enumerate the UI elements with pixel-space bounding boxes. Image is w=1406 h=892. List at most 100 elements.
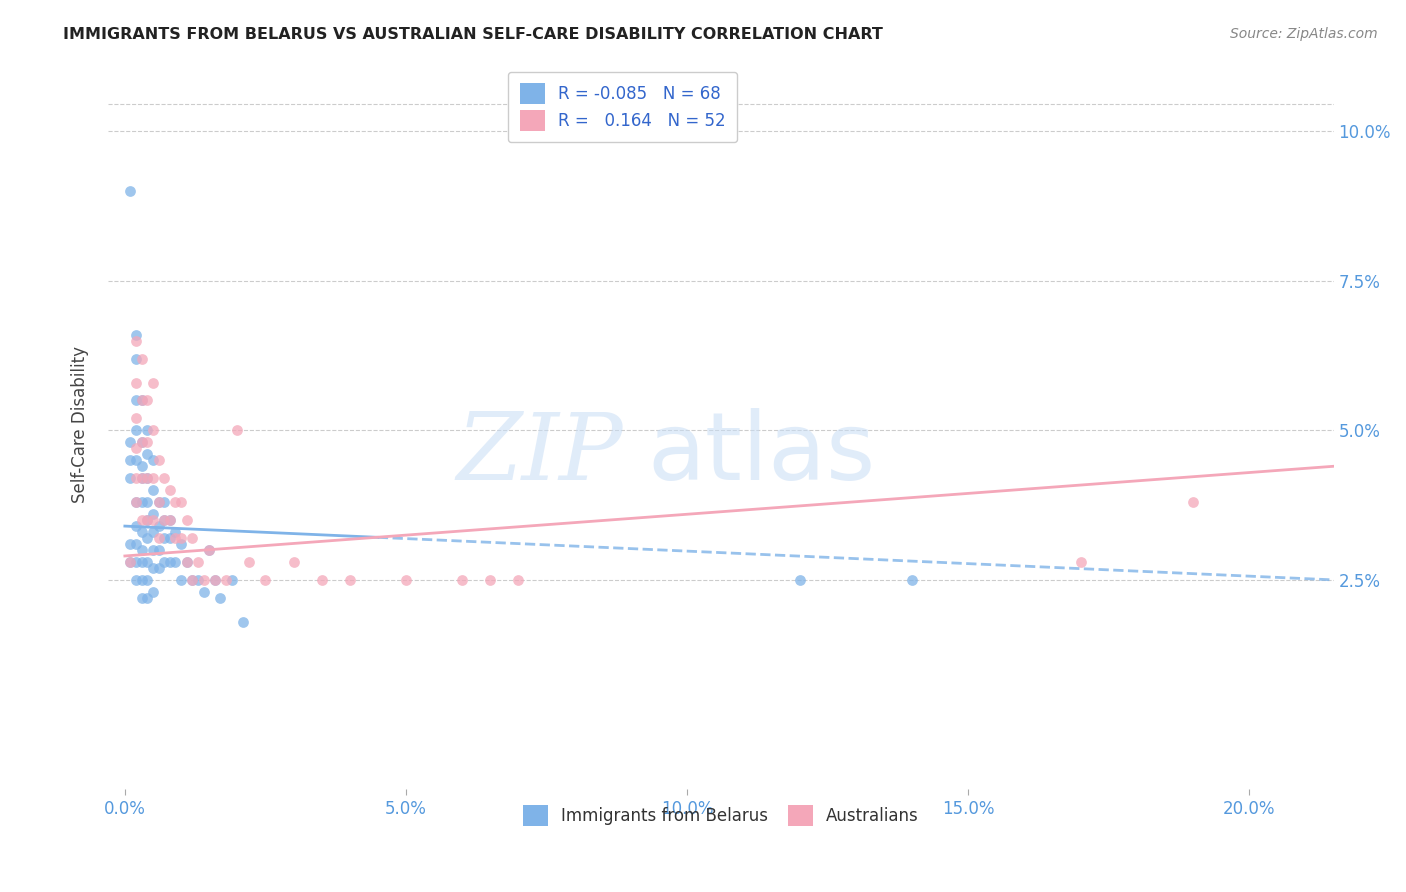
Point [131,471,153,485]
Point [120,555,142,569]
Legend: Immigrants from Belarus, Australians: Immigrants from Belarus, Australians [513,796,929,836]
Point [136,591,159,605]
Point [125,411,148,425]
Text: atlas: atlas [647,408,876,500]
Point [120,537,142,551]
Point [1182,495,1205,509]
Point [165,495,187,509]
Point [148,531,170,545]
Point [125,327,148,342]
Point [159,555,181,569]
Point [142,376,165,390]
Point [136,555,159,569]
Point [136,513,159,527]
Point [136,435,159,450]
Point [165,531,187,545]
Point [142,483,165,498]
Point [283,555,305,569]
Point [120,471,142,485]
Point [125,537,148,551]
Point [136,471,159,485]
Point [131,393,153,408]
Point [131,524,153,539]
Point [131,573,153,587]
Point [181,531,204,545]
Point [125,573,148,587]
Point [148,495,170,509]
Point [153,555,176,569]
Point [148,543,170,558]
Point [508,573,530,587]
Point [165,524,187,539]
Point [395,573,418,587]
Point [176,555,198,569]
Point [142,585,165,599]
Point [120,453,142,467]
Point [232,615,254,629]
Point [125,393,148,408]
Point [125,495,148,509]
Point [176,555,198,569]
Point [204,573,226,587]
Point [221,573,243,587]
Point [193,585,215,599]
Point [789,573,811,587]
Point [131,513,153,527]
Point [148,453,170,467]
Point [131,591,153,605]
Point [181,573,204,587]
Point [148,519,170,533]
Point [1070,555,1092,569]
Point [198,543,221,558]
Point [159,531,181,545]
Point [901,573,924,587]
Point [159,483,181,498]
Point [125,453,148,467]
Point [142,543,165,558]
Point [209,591,232,605]
Point [136,495,159,509]
Text: Source: ZipAtlas.com: Source: ZipAtlas.com [1230,27,1378,41]
Point [142,424,165,438]
Point [254,573,277,587]
Point [193,573,215,587]
Point [125,351,148,366]
Point [311,573,333,587]
Point [215,573,238,587]
Point [125,424,148,438]
Point [176,513,198,527]
Point [131,435,153,450]
Point [131,435,153,450]
Point [136,447,159,461]
Point [142,453,165,467]
Point [142,561,165,575]
Point [131,393,153,408]
Point [159,513,181,527]
Point [136,393,159,408]
Point [125,376,148,390]
Text: IMMIGRANTS FROM BELARUS VS AUSTRALIAN SELF-CARE DISABILITY CORRELATION CHART: IMMIGRANTS FROM BELARUS VS AUSTRALIAN SE… [63,27,883,42]
Point [136,573,159,587]
Point [131,351,153,366]
Point [165,555,187,569]
Point [142,471,165,485]
Point [153,471,176,485]
Point [181,573,204,587]
Point [226,424,249,438]
Point [238,555,260,569]
Point [148,495,170,509]
Point [451,573,474,587]
Point [159,513,181,527]
Point [142,507,165,521]
Point [170,573,193,587]
Point [131,555,153,569]
Text: ZIP: ZIP [456,409,623,499]
Point [136,471,159,485]
Point [136,424,159,438]
Point [142,524,165,539]
Point [153,531,176,545]
Point [142,513,165,527]
Point [131,459,153,474]
Point [125,519,148,533]
Point [120,555,142,569]
